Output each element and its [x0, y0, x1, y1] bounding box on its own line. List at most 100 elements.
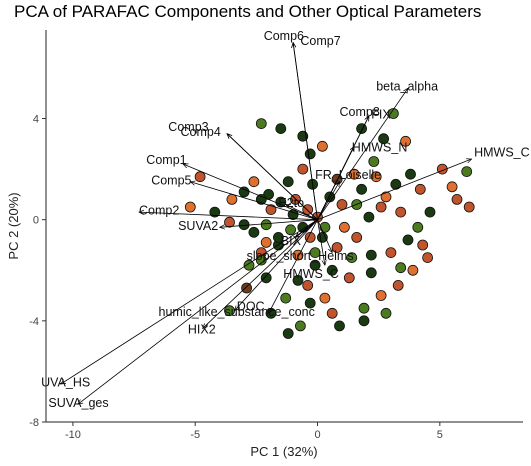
- data-point: [343, 272, 355, 284]
- data-point: [272, 231, 284, 243]
- y-tick-label: -8: [29, 417, 39, 429]
- data-point: [319, 221, 331, 233]
- data-point: [309, 259, 321, 271]
- loading-arrows-layer: [61, 43, 472, 405]
- loading-arrow-hmws-c2: [317, 219, 325, 266]
- variable-label: Comp1: [146, 153, 186, 167]
- data-point: [285, 224, 297, 236]
- data-point: [395, 206, 407, 218]
- data-point: [226, 193, 238, 205]
- x-axis-title: PC 1 (32%): [250, 444, 317, 459]
- x-tick-label: -5: [190, 429, 200, 441]
- data-point: [275, 123, 287, 135]
- data-point: [282, 176, 294, 188]
- data-point: [346, 252, 358, 264]
- data-point: [390, 178, 402, 190]
- data-point: [385, 247, 397, 259]
- loading-arrow-comp2: [139, 212, 318, 221]
- variable-label: HMWS_N: [352, 140, 408, 154]
- data-point: [365, 249, 377, 261]
- variable-label: Comp5: [151, 173, 191, 187]
- data-point: [356, 183, 368, 195]
- y-axis-title: PC 2 (20%): [6, 192, 21, 259]
- data-point: [463, 201, 475, 213]
- data-point: [358, 302, 370, 314]
- data-point: [351, 231, 363, 243]
- data-point: [380, 307, 392, 319]
- data-point: [224, 216, 235, 228]
- loading-arrow-slope-short-helms: [317, 219, 333, 253]
- data-point: [356, 123, 368, 135]
- data-point: [294, 320, 306, 332]
- data-point: [243, 259, 255, 271]
- data-point: [282, 328, 294, 339]
- data-point: [378, 133, 390, 145]
- data-point: [375, 201, 387, 213]
- x-ticks: -10 -5 0 5: [65, 422, 443, 441]
- variable-label: FIX: [371, 108, 391, 122]
- data-point: [238, 186, 250, 198]
- variable-label: Comp2: [139, 204, 179, 218]
- data-point: [375, 290, 387, 301]
- data-point: [358, 315, 370, 327]
- data-point: [334, 320, 345, 332]
- variable-label: beta_alpha: [376, 80, 438, 94]
- data-point: [402, 234, 414, 246]
- data-point: [365, 267, 377, 279]
- variable-label: SUVA_ges: [48, 396, 108, 410]
- loading-arrow-humic-like-substance-conc: [234, 219, 318, 311]
- data-point: [370, 171, 382, 183]
- loading-arrow-hix2: [203, 219, 318, 329]
- loading-arrow-suva-ges: [78, 219, 318, 405]
- variable-label: Comp7: [300, 34, 340, 48]
- data-point: [238, 219, 250, 231]
- data-point: [412, 221, 424, 233]
- data-point: [380, 191, 392, 203]
- variable-label: humic_like_substance_conc: [159, 305, 315, 319]
- loading-arrow-fr-loiselle: [317, 182, 340, 220]
- y-tick-label: 0: [33, 215, 39, 227]
- data-point: [248, 176, 260, 188]
- data-point: [424, 206, 436, 218]
- data-point: [248, 226, 260, 238]
- loading-arrow-e2toe3: [286, 204, 318, 221]
- data-point: [336, 199, 348, 210]
- variable-label: FR_Loiselle: [315, 168, 381, 182]
- data-point: [405, 168, 416, 180]
- data-point: [302, 279, 314, 291]
- data-point: [260, 272, 272, 284]
- data-point: [184, 201, 196, 213]
- data-point: [422, 252, 434, 264]
- data-point: [280, 292, 292, 304]
- data-point: [316, 140, 328, 152]
- data-point: [209, 206, 221, 218]
- data-point: [304, 297, 316, 309]
- plot-panel: [46, 30, 523, 422]
- loading-arrow-hmws-c: [317, 159, 472, 221]
- variable-label: HMWS_C: [283, 267, 339, 281]
- data-point: [368, 156, 380, 167]
- x-tick-label: 0: [314, 429, 320, 441]
- x-tick-label: -10: [65, 429, 81, 441]
- variable-label: Comp3: [168, 120, 208, 134]
- data-point: [451, 193, 463, 205]
- x-tick-label: 5: [437, 429, 443, 441]
- data-point: [414, 183, 426, 195]
- loading-arrow-comp4: [227, 134, 318, 220]
- data-point: [304, 148, 316, 160]
- data-point: [395, 262, 407, 274]
- loading-arrow-comp5: [190, 182, 318, 221]
- data-point: [297, 163, 309, 175]
- data-point: [338, 221, 350, 233]
- data-point: [326, 264, 338, 276]
- variable-label: Comp6: [264, 29, 304, 43]
- loading-arrow-comp7: [293, 43, 318, 220]
- variable-label: slope_short_Helms: [247, 249, 354, 263]
- data-point: [363, 211, 375, 223]
- chart-title: PCA of PARAFAC Components and Other Opti…: [14, 2, 482, 21]
- points-layer: [184, 108, 475, 339]
- loading-arrow-suva-hs: [61, 219, 318, 384]
- variable-label: Comp4: [181, 125, 221, 139]
- data-point: [387, 108, 399, 119]
